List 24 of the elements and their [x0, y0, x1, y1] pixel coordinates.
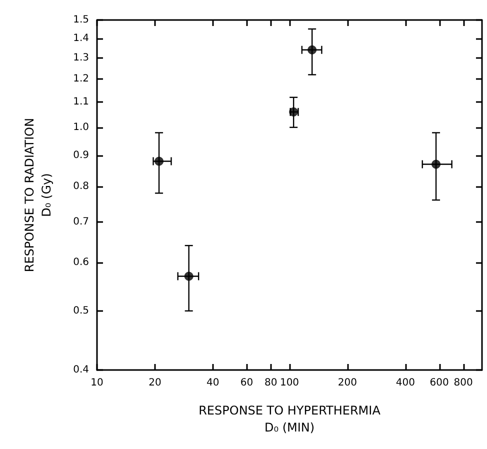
- x-tick-label: 20: [148, 378, 162, 388]
- y-tick-label: 1.1: [73, 96, 89, 108]
- y-tick-label: 1.3: [73, 52, 89, 64]
- x-tick-label: 60: [240, 378, 254, 388]
- y-tick-label: 1.2: [73, 74, 89, 85]
- y-tick-label: 0.8: [73, 180, 89, 192]
- y-tick-label: 0.4: [73, 364, 89, 376]
- y-tick-label: 1.5: [73, 14, 89, 26]
- x-tick-label: 40: [206, 378, 220, 388]
- x-tick-label: 200: [338, 378, 357, 388]
- x-tick-label: 400: [396, 378, 415, 388]
- x-tick-label: 600: [430, 378, 449, 388]
- x-axis-title: RESPONSE TO HYPERTHERMIA D₀ (MIN): [198, 404, 382, 434]
- x-tick-label: 800: [454, 378, 473, 388]
- x-tick-label: 100: [280, 378, 300, 388]
- y-tick-label: 0.7: [73, 216, 89, 228]
- x-tick-label: 10: [90, 378, 104, 388]
- y-tick-label: 0.9: [73, 150, 89, 161]
- y-tick-label: 1.4: [73, 32, 89, 44]
- y-tick-label: 0.5: [73, 305, 89, 316]
- y-tick-label: 0.6: [73, 257, 89, 268]
- x-tick-label: 80: [264, 378, 278, 388]
- y-tick-label: 1.0: [73, 122, 89, 133]
- y-axis-title: RESPONSE TO RADIATION D₀ (Gy): [22, 118, 54, 272]
